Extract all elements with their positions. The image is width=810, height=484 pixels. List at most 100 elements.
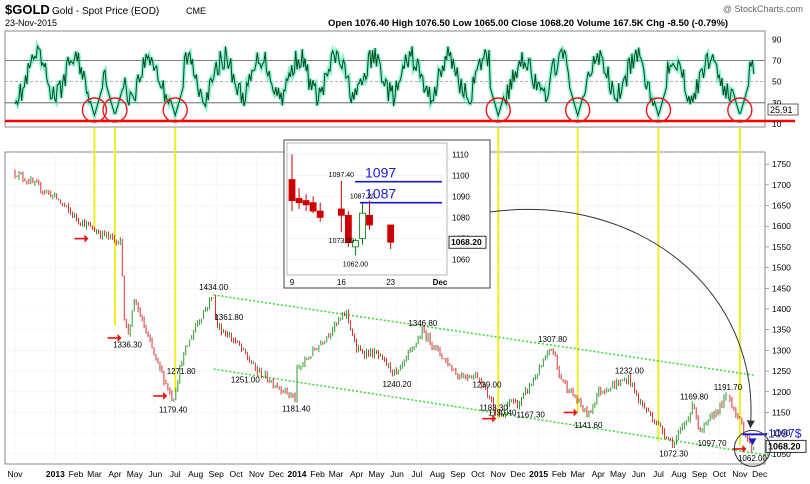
inset-labels: 1097.40 1087.20 1073.00 1062.00 [329,172,376,268]
inset-candle-body [288,179,296,201]
oscillator-low-circles [81,97,753,123]
time-tick-label: Nov [7,469,23,479]
last-price-label: 1068.20 [768,441,801,451]
inset-candle-body [295,198,303,204]
time-tick-label: May [127,469,144,479]
low-arrow-head [163,391,168,400]
oscillator-tick-label: 70 [772,55,782,65]
price-data-label: 1097.70 [698,439,727,448]
price-tick-label: 1200 [772,387,791,397]
price-data-label: 1361.80 [214,313,243,322]
price-data-label: 1240.20 [382,380,411,389]
price-data-label: 1239.00 [473,381,502,390]
time-tick-label: Jul [170,469,181,479]
time-tick-label: Dec [269,469,285,479]
oscillator-line [14,44,755,118]
target-arrow [748,438,757,446]
inset-y-axis: 1060107010801090110011101068.20 [448,150,487,264]
price-data-label: 1191.70 [714,383,743,392]
time-tick-label: 2014 [288,469,307,479]
price-data-label: 1251.00 [231,376,260,385]
price-tick-label: 1150 [772,407,791,417]
inset-last-price-label: 1068.20 [451,237,482,247]
price-data-label: 1336.30 [113,340,142,349]
time-tick-label: May [368,469,385,479]
last-price-box [765,439,807,453]
inset-x-label: 16 [337,278,346,287]
time-tick-label: Mar [87,469,102,479]
time-tick-label: Aug [188,469,203,479]
inset-levels: 1097 1087 [355,165,442,204]
inset-tick-label: 1060 [452,255,470,264]
price-tick-label: 1400 [772,304,791,314]
oscillator-low-circle [81,97,108,123]
inset-last-price-box [448,235,487,249]
price-data-label: 1181.40 [282,404,311,413]
low-arrow-head [573,408,578,417]
cycle-lines [93,128,741,446]
inset-tick-label: 1090 [452,192,470,201]
oscillator-value-label: 25.91 [770,105,793,115]
price-tick-label: 1550 [772,242,791,252]
quote-date: 23-Nov-2015 [5,18,57,28]
time-tick-label: May [610,469,627,479]
price-data-label: 1232.00 [615,367,644,376]
inset-level-label: 1097 [365,165,396,181]
time-tick-label: Apr [108,469,121,479]
price-data-label: 1434.00 [199,283,228,292]
exchange-label: CME [186,6,206,16]
price-data-label: 1072.30 [659,450,688,459]
inset-x-label: Dec [433,278,448,287]
inset-data-label: 1073.00 [329,238,354,245]
connector-arc [489,208,755,429]
time-tick-label: Oct [471,469,485,479]
inset-candle-body [366,214,373,226]
inset-data-label: 1087.20 [350,193,375,200]
inset-tick-label: 1110 [452,150,469,159]
price-data-label: 1167.30 [517,410,546,419]
price-tick-label: 1450 [772,283,791,293]
time-tick-label: Dec [752,469,768,479]
time-tick-label: Sep [209,469,224,479]
inset-data-label: 1062.00 [343,261,368,268]
inset-candle-body [387,224,395,243]
time-tick-label: 2013 [46,469,65,479]
time-tick-label: Mar [329,469,344,479]
time-tick-label: Feb [310,469,325,479]
quote-summary: Open 1076.40 High 1076.50 Low 1065.00 Cl… [328,18,728,29]
time-tick-label: Sep [692,469,707,479]
inset-tick-label: 1100 [452,171,470,180]
target-annotation: 1097$ [733,426,802,467]
price-tick-label: 1650 [772,201,791,211]
price-tick-label: 1700 [772,180,791,190]
time-tick-label: Jun [390,469,404,479]
time-tick-label: Nov [491,469,507,479]
oscillator-tick-label: 10 [772,119,782,129]
inset-x-axis: 9 16 23 Dec [290,278,448,287]
time-tick-label: Jul [411,469,422,479]
time-tick-label: Jul [653,469,664,479]
time-tick-label: Oct [229,469,243,479]
inset-candle-body [302,200,310,206]
oscillator-low-circle [564,97,591,123]
inset-x-label: 23 [386,278,395,287]
oscillator-tick-label: 30 [772,98,782,108]
low-arrow-head [84,234,89,243]
price-data-label: 1169.80 [680,392,709,401]
price-data-label: 1062.00 [738,454,767,463]
time-tick-label: Apr [350,469,363,479]
oscillator-tick-label: 50 [772,77,782,87]
inset-candle-body [309,202,317,212]
inset-candle-body [344,214,352,244]
target-circle [733,429,771,467]
inset-data-label: 1097.40 [329,172,354,179]
time-tick-label: Mar [570,469,585,479]
price-channel [213,294,773,457]
time-tick-label: Oct [713,469,727,479]
channel-upper-line [213,294,755,376]
oscillator-low-circle [162,97,188,123]
inset-x-label: 9 [290,278,295,287]
target-value-label: 1097$ [768,426,802,440]
price-data-label: 1130.40 [488,409,517,418]
